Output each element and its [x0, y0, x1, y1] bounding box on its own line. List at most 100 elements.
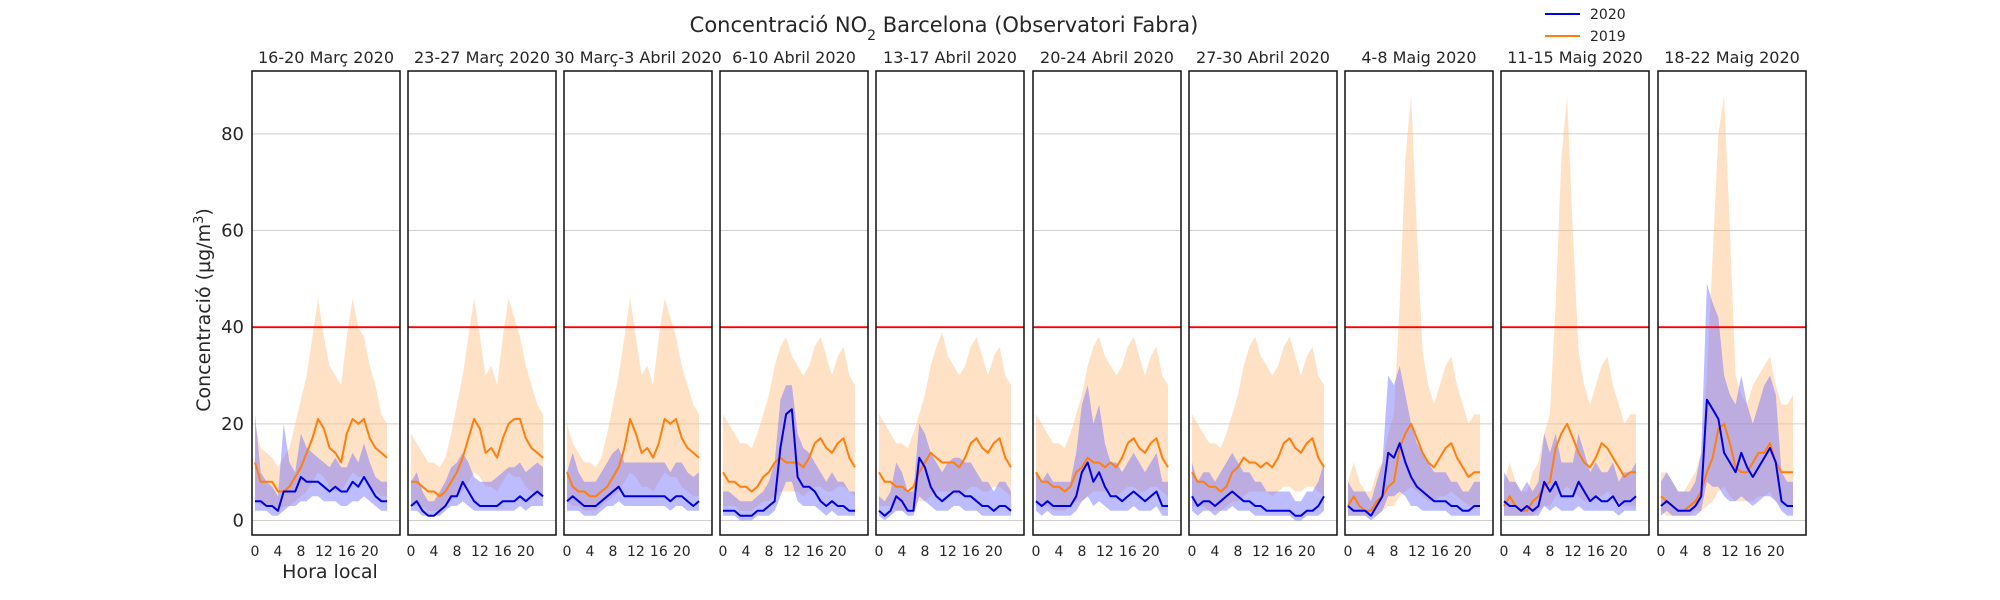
panel-frame — [251, 70, 401, 536]
band-2019 — [1661, 95, 1793, 516]
panel-2: 23-27 Març 2020 0 4 8 12 16 20 — [407, 48, 557, 560]
line-2019 — [1191, 437, 1325, 493]
x-tick-label: 4 — [429, 544, 438, 560]
band-2020 — [1192, 452, 1324, 521]
x-tick-label: 20 — [1454, 544, 1472, 560]
panel-frame — [1032, 70, 1182, 536]
x-tick-label: 4 — [1522, 544, 1531, 560]
x-tick-label: 20 — [517, 544, 535, 560]
y-tick-label: 40 — [221, 317, 244, 338]
line-2019 — [1035, 437, 1169, 493]
x-tick-label: 4 — [1210, 544, 1219, 560]
band-2019 — [1192, 336, 1324, 511]
x-tick-label: 4 — [897, 544, 906, 560]
x-tick-label: 12 — [315, 544, 333, 560]
x-tick-label: 8 — [1545, 544, 1554, 560]
x-tick-label: 16 — [650, 544, 668, 560]
line-2020 — [878, 456, 1012, 517]
line-2019 — [878, 437, 1012, 493]
x-tick-label: 12 — [1408, 544, 1426, 560]
panel-frame — [407, 70, 557, 536]
x-tick-label: 12 — [1096, 544, 1114, 560]
x-tick-label: 8 — [920, 544, 929, 560]
legend: 2020 2019 — [1545, 7, 1626, 45]
panel-6: 20-24 Abril 2020 0 4 8 12 16 20 — [1032, 48, 1182, 560]
x-tick-label: 4 — [1366, 544, 1375, 560]
y-tick-label: 80 — [221, 124, 244, 145]
panel-7: 27-30 Abril 2020 0 4 8 12 16 20 — [1188, 48, 1338, 560]
band-2019 — [1036, 336, 1168, 511]
legend-label-2020: 2020 — [1590, 7, 1626, 23]
x-tick-label: 8 — [1389, 544, 1398, 560]
x-tick-label: 8 — [1233, 544, 1242, 560]
panel-4: 6-10 Abril 2020 0 4 8 12 16 20 — [719, 48, 869, 560]
x-tick-label: 0 — [875, 544, 884, 560]
x-tick-label: 8 — [1702, 544, 1711, 560]
band-2019 — [723, 336, 855, 511]
panel-frame — [1344, 70, 1494, 536]
panel-9: 11-15 Maig 2020 0 4 8 12 16 20 — [1500, 48, 1650, 560]
x-tick-label: 16 — [1587, 544, 1605, 560]
x-tick-label: 20 — [1767, 544, 1785, 560]
x-tick-label: 12 — [783, 544, 801, 560]
x-tick-label: 0 — [1188, 544, 1197, 560]
x-tick-label: 0 — [1344, 544, 1353, 560]
x-tick-label: 4 — [273, 544, 282, 560]
panel-3: 30 Març-3 Abril 2020 0 4 8 12 16 20 — [554, 48, 722, 560]
band-2019 — [1504, 95, 1636, 516]
band-2020 — [1504, 433, 1636, 516]
chart-title: Concentració NO2 Barcelona (Observatori … — [690, 13, 1199, 44]
y-tick-label: 0 — [233, 511, 244, 532]
x-tick-label: 16 — [1431, 544, 1449, 560]
band-2020 — [1348, 365, 1480, 521]
band-2020 — [255, 414, 387, 516]
y-axis-label: Concentració (µg/m3) — [192, 208, 216, 412]
x-tick-label: 20 — [1142, 544, 1160, 560]
band-2020 — [411, 452, 543, 516]
line-2020 — [1035, 461, 1168, 507]
band-2020 — [723, 385, 855, 521]
x-tick-label: 4 — [585, 544, 594, 560]
x-tick-label: 12 — [1564, 544, 1582, 560]
x-tick-label: 20 — [361, 544, 379, 560]
line-2020 — [1503, 480, 1637, 512]
x-tick-label: 4 — [741, 544, 750, 560]
y-axis-ticks: 0 20 40 60 80 — [221, 124, 244, 532]
panel-title: 4-8 Maig 2020 — [1361, 48, 1476, 67]
band-2019 — [411, 298, 543, 511]
x-tick-label: 0 — [563, 544, 572, 560]
panel-frame — [1500, 70, 1650, 536]
panel-frame — [1188, 70, 1338, 536]
panel-title: 16-20 Març 2020 — [258, 48, 394, 67]
line-2019 — [254, 418, 388, 493]
legend-label-2019: 2019 — [1590, 29, 1626, 45]
band-2019 — [255, 298, 387, 511]
x-tick-label: 16 — [338, 544, 356, 560]
line-2020 — [723, 408, 855, 517]
x-tick-label: 20 — [985, 544, 1003, 560]
band-2020 — [1036, 385, 1168, 516]
x-tick-label: 16 — [1275, 544, 1293, 560]
x-tick-label: 16 — [806, 544, 824, 560]
line-2020 — [255, 476, 387, 512]
panel-8: 4-8 Maig 2020 0 4 8 12 16 20 — [1344, 48, 1494, 560]
band-2020 — [1661, 283, 1793, 516]
x-tick-label: 0 — [719, 544, 728, 560]
panel-frame — [563, 70, 713, 536]
x-tick-label: 12 — [471, 544, 489, 560]
x-axis-label: Hora local — [282, 561, 378, 583]
panel-title: 20-24 Abril 2020 — [1040, 48, 1174, 67]
x-tick-label: 8 — [452, 544, 461, 560]
panel-5: 13-17 Abril 2020 0 4 8 12 16 20 — [875, 48, 1025, 560]
line-2019 — [1503, 422, 1636, 512]
y-tick-label: 60 — [221, 221, 244, 242]
x-tick-label: 12 — [1721, 544, 1739, 560]
band-2019 — [567, 298, 699, 511]
line-2020 — [1191, 490, 1325, 517]
panel-title: 11-15 Maig 2020 — [1507, 48, 1643, 67]
panel-1: 16-20 Març 2020 0 4 8 12 16 20 — [251, 48, 401, 560]
panel-title: 30 Març-3 Abril 2020 — [554, 48, 722, 67]
x-tick-label: 12 — [627, 544, 645, 560]
